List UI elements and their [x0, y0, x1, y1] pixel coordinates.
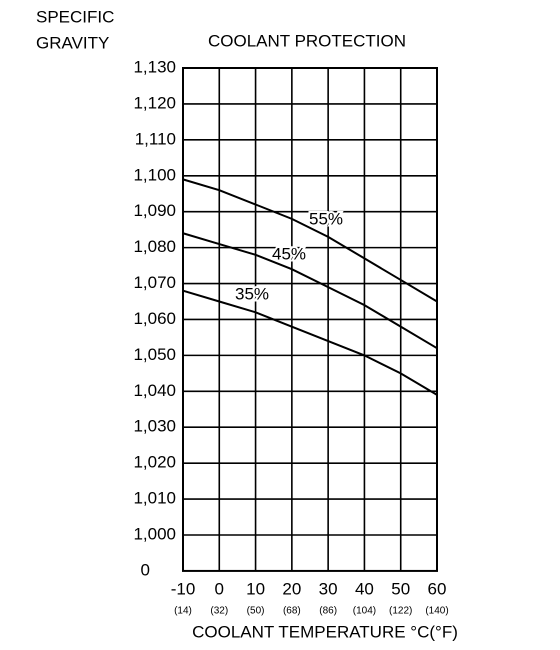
y-tick-label: 1,070	[133, 273, 176, 292]
y-axis-label: GRAVITY	[36, 33, 109, 52]
y-origin-label: 0	[141, 560, 150, 579]
x-tick-sublabel: (14)	[174, 606, 192, 617]
series-label: 45%	[272, 244, 306, 263]
y-tick-label: 1,130	[133, 57, 176, 76]
y-tick-label: 1,110	[135, 129, 176, 148]
x-tick-label: 60	[428, 579, 447, 598]
x-tick-label: -10	[171, 579, 196, 598]
series-label: 55%	[309, 209, 343, 228]
x-tick-label: 0	[215, 579, 224, 598]
x-tick-sublabel: (140)	[425, 606, 448, 617]
y-tick-label: 1,090	[133, 201, 176, 220]
x-tick-sublabel: (32)	[210, 606, 228, 617]
y-tick-label: 1,100	[133, 165, 176, 184]
x-tick-label: 30	[319, 579, 338, 598]
y-tick-label: 1,030	[133, 417, 176, 436]
x-tick-sublabel: (86)	[319, 606, 337, 617]
y-tick-label: 1,050	[133, 345, 176, 364]
y-tick-label: 1,020	[133, 453, 176, 472]
x-tick-sublabel: (68)	[283, 606, 301, 617]
series-line	[182, 232, 438, 350]
x-tick-label: 10	[246, 579, 265, 598]
y-tick-label: 1,040	[133, 381, 176, 400]
y-tick-label: 1,060	[133, 309, 176, 328]
series-line	[182, 178, 438, 303]
x-tick-sublabel: (50)	[247, 606, 265, 617]
x-tick-sublabel: (122)	[389, 606, 412, 617]
series-line	[182, 289, 438, 396]
x-axis-label: COOLANT TEMPERATURE °C(°F)	[192, 622, 458, 641]
y-tick-label: 1,000	[133, 524, 176, 543]
y-axis-label: SPECIFIC	[36, 7, 114, 26]
y-tick-label: 1,120	[133, 93, 176, 112]
y-tick-label: 1,080	[133, 237, 176, 256]
x-tick-label: 40	[355, 579, 374, 598]
x-tick-label: 20	[282, 579, 301, 598]
x-tick-label: 50	[391, 579, 410, 598]
y-tick-label: 1,010	[133, 489, 176, 508]
chart-title: COOLANT PROTECTION	[208, 31, 406, 50]
x-tick-sublabel: (104)	[353, 606, 376, 617]
series-label: 35%	[235, 284, 269, 303]
